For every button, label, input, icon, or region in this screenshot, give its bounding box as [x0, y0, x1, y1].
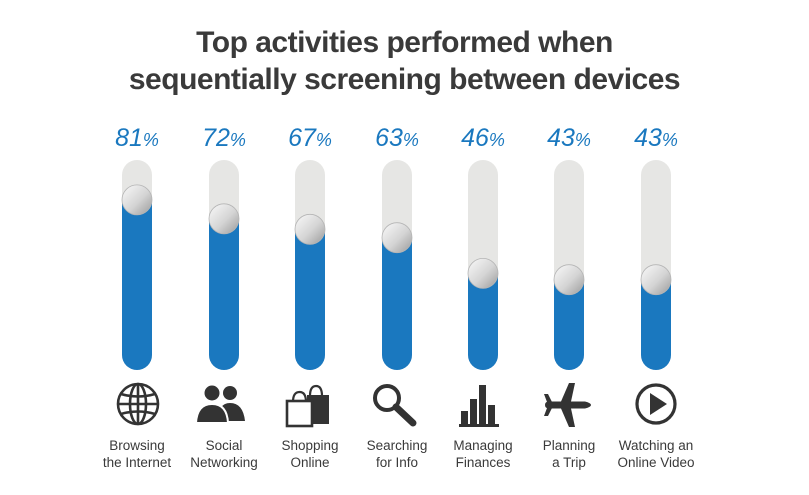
shopping-bags-icon [280, 377, 336, 433]
play-button-icon [628, 377, 684, 433]
category-label-line-2: Online [290, 455, 330, 470]
category-label-line-2: for Info [375, 455, 419, 470]
category-label-line-1: Shopping [281, 438, 339, 453]
category-label-line-1: Social [205, 438, 243, 453]
value-unit: % [403, 130, 419, 150]
chart-title-line-1: Top activities performed when [196, 26, 613, 59]
bar-fill [209, 218, 239, 370]
category-label-line-1: Managing [453, 438, 513, 453]
category-label-line-2: Finances [455, 455, 511, 470]
airplane-icon [539, 377, 595, 433]
bar-chart-icon [453, 377, 509, 433]
value-number: 43 [634, 124, 662, 152]
value-label: 63% [375, 124, 419, 152]
category-label: Social Networking [164, 437, 284, 471]
value-label: 72% [202, 124, 246, 152]
value-unit: % [489, 130, 505, 150]
category-label-line-2: Networking [190, 455, 258, 470]
category-label-line-1: Searching [366, 438, 428, 453]
bar-level-knob [640, 264, 672, 296]
bar-level-knob [553, 264, 585, 296]
bar-fill [641, 279, 671, 370]
value-label: 46% [461, 124, 505, 152]
value-label: 67% [288, 124, 332, 152]
value-label: 43% [547, 124, 591, 152]
value-number: 43 [547, 124, 575, 152]
value-number: 67 [288, 124, 317, 152]
people-icon [193, 377, 249, 433]
category-label-line-2: Online Video [617, 455, 695, 470]
value-number: 63 [375, 124, 403, 152]
category-label: Shopping Online [250, 437, 370, 471]
bar-fill [554, 279, 584, 370]
bar-level-knob [121, 184, 153, 216]
value-unit: % [575, 130, 591, 150]
category-label-line-1: Browsing [109, 438, 165, 453]
value-unit: % [143, 130, 159, 150]
bar-level-knob [294, 213, 326, 245]
value-number: 46 [461, 124, 489, 152]
category-label: Planning a Trip [509, 437, 629, 471]
chart-title-line-2: sequentially screening between devices [128, 63, 681, 96]
value-unit: % [230, 130, 246, 150]
category-label: Watching an Online Video [596, 437, 716, 471]
value-number: 81 [115, 124, 143, 152]
bar-level-knob [208, 203, 240, 235]
category-label-line-2: the Internet [102, 455, 172, 470]
value-number: 72 [202, 124, 230, 152]
category-label: Searching for Info [337, 437, 457, 471]
category-label-line-1: Watching an [618, 438, 694, 453]
category-label: Managing Finances [423, 437, 543, 471]
value-label: 43% [634, 124, 678, 152]
bar-fill [122, 199, 152, 370]
value-unit: % [662, 130, 678, 150]
globe-icon [110, 377, 166, 433]
bar-fill [468, 273, 498, 370]
magnifier-icon [367, 377, 423, 433]
value-unit: % [316, 130, 332, 150]
bar-level-knob [381, 222, 413, 254]
chart-title: Top activities performed when sequential… [0, 24, 809, 98]
category-label-line-2: a Trip [552, 455, 586, 470]
category-label-line-1: Planning [542, 438, 596, 453]
bar-fill [382, 237, 412, 370]
category-label: Browsing the Internet [77, 437, 197, 471]
bar-fill [295, 229, 325, 370]
value-label: 81% [115, 124, 159, 152]
bar-level-knob [467, 257, 499, 289]
